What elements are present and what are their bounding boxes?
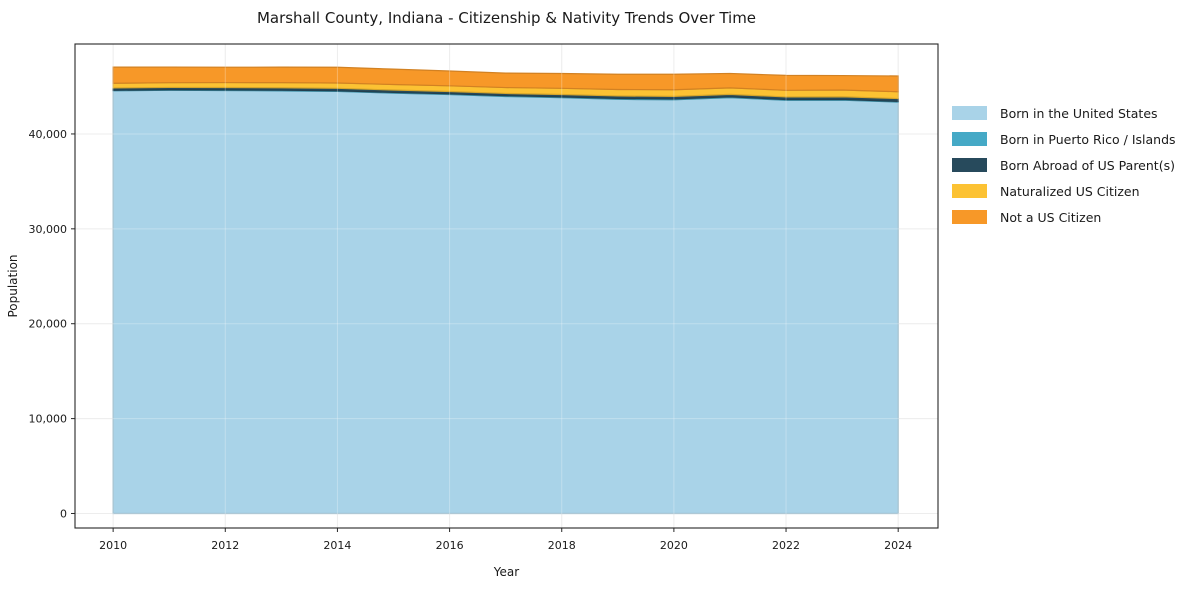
legend-swatch [952,132,987,146]
x-axis-label: Year [493,565,520,579]
legend-label: Born Abroad of US Parent(s) [1000,157,1175,173]
y-tick-label: 20,000 [29,318,68,331]
legend-label: Naturalized US Citizen [1000,183,1140,199]
legend-label: Not a US Citizen [1000,209,1102,225]
x-tick-label: 2018 [548,539,576,552]
legend-item: Born Abroad of US Parent(s) [952,152,1176,178]
legend-item: Born in Puerto Rico / Islands [952,126,1176,152]
legend-label: Born in Puerto Rico / Islands [1000,131,1176,147]
legend-item: Born in the United States [952,100,1176,126]
legend-swatch [952,106,987,120]
x-tick-label: 2016 [436,539,464,552]
y-tick-label: 10,000 [29,413,68,426]
x-tick-label: 2024 [884,539,912,552]
x-tick-label: 2012 [211,539,239,552]
legend-swatch [952,158,987,172]
legend-swatch [952,184,987,198]
legend-item: Naturalized US Citizen [952,178,1176,204]
y-tick-label: 0 [60,507,67,520]
legend: Born in the United States Born in Puerto… [952,100,1176,230]
y-tick-label: 40,000 [29,128,68,141]
chart-title: Marshall County, Indiana - Citizenship &… [256,9,757,27]
y-tick-label: 30,000 [29,223,68,236]
legend-item: Not a US Citizen [952,204,1176,230]
legend-label: Born in the United States [1000,105,1158,121]
x-tick-label: 2022 [772,539,800,552]
legend-swatch [952,210,987,224]
x-tick-label: 2020 [660,539,688,552]
x-tick-label: 2010 [99,539,127,552]
x-tick-label: 2014 [323,539,351,552]
